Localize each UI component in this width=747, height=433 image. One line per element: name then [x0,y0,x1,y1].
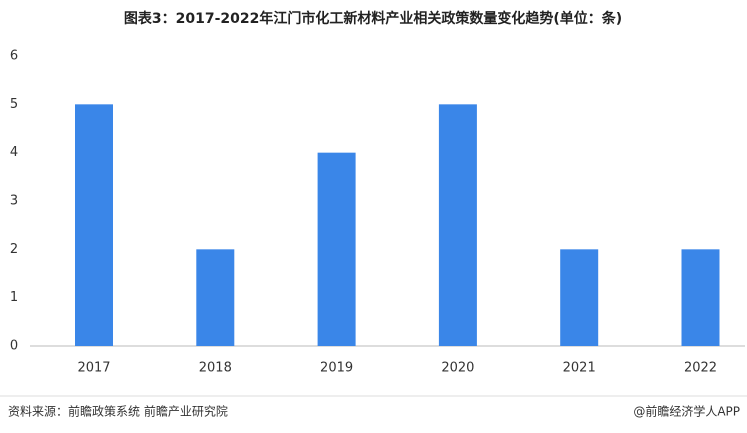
bar [681,249,720,346]
x-tick-label: 2018 [199,361,232,376]
x-tick-label: 2021 [563,361,596,376]
y-tick-label: 6 [10,49,18,64]
y-tick-label: 1 [10,290,18,305]
y-tick-label: 4 [10,145,18,160]
y-tick-label: 0 [10,339,18,354]
y-tick-label: 3 [10,194,18,209]
x-tick-label: 2019 [320,361,353,376]
x-tick-label: 2020 [441,361,474,376]
bar [317,152,356,346]
y-tick-label: 5 [10,97,18,112]
x-tick-label: 2022 [684,361,717,376]
bar [196,249,235,346]
chart-title: 图表3：2017-2022年江门市化工新材料产业相关政策数量变化趋势(单位：条) [124,10,622,27]
y-tick-label: 2 [10,242,18,257]
credit: @前瞻经济学人APP [633,404,740,419]
bar [438,104,477,346]
bar [560,249,599,346]
source-note: 资料来源：前瞻政策系统 前瞻产业研究院 [8,404,228,419]
bar [75,104,113,346]
x-tick-label: 2017 [77,361,110,376]
